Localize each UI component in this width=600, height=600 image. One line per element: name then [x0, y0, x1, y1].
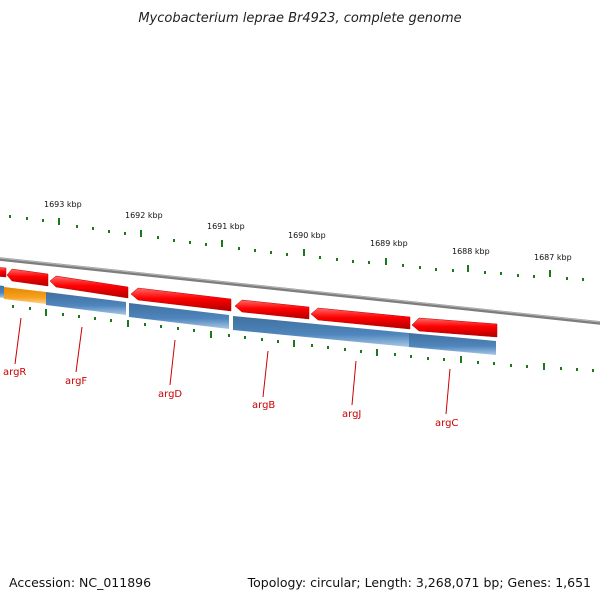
cds-track — [0, 285, 496, 355]
cds-block[interactable] — [129, 303, 229, 329]
feature-arrow[interactable] — [6, 268, 49, 287]
upper-tick-ring — [9, 215, 584, 281]
feature-arrow[interactable] — [411, 317, 498, 338]
cds-block[interactable] — [409, 333, 496, 355]
kbp-label-1693: 1693 kbp — [44, 200, 82, 209]
gene-label-argF[interactable]: argF — [65, 376, 87, 387]
accession-text: Accession: NC_011896 — [9, 575, 151, 590]
gene-label-argC[interactable]: argC — [435, 418, 458, 429]
genome-summary-text: Topology: circular; Length: 3,268,071 bp… — [247, 575, 591, 590]
gene-labels: argR argF argD argB argJ argC — [3, 367, 458, 429]
kbp-label-1688: 1688 kbp — [452, 247, 490, 256]
feature-arrow[interactable] — [310, 307, 411, 330]
kbp-scale-labels: 1693 kbp 1692 kbp 1691 kbp 1690 kbp 1689… — [44, 200, 572, 262]
feature-arrow[interactable] — [130, 287, 232, 312]
cds-block[interactable] — [0, 285, 4, 298]
gene-label-argB[interactable]: argB — [252, 400, 275, 411]
kbp-label-1687: 1687 kbp — [534, 253, 572, 262]
kbp-label-1689: 1689 kbp — [370, 239, 408, 248]
feature-arrow[interactable] — [0, 267, 7, 278]
feature-arrow[interactable] — [234, 299, 310, 320]
kbp-label-1692: 1692 kbp — [125, 211, 163, 220]
lower-tick-ring — [12, 305, 594, 372]
feature-arrow[interactable] — [49, 275, 129, 299]
kbp-label-1691: 1691 kbp — [207, 222, 245, 231]
map-title: Mycobacterium leprae Br4923, complete ge… — [138, 11, 461, 26]
gene-label-argD[interactable]: argD — [158, 389, 182, 400]
cds-block[interactable] — [46, 292, 126, 315]
forward-feature-track — [0, 267, 498, 338]
gene-label-argR[interactable]: argR — [3, 367, 26, 378]
gene-leader-lines — [14, 317, 451, 415]
cds-block[interactable] — [233, 316, 409, 347]
gene-label-argJ[interactable]: argJ — [342, 409, 361, 420]
kbp-label-1690: 1690 kbp — [288, 231, 326, 240]
cds-block-highlight[interactable] — [4, 287, 46, 304]
